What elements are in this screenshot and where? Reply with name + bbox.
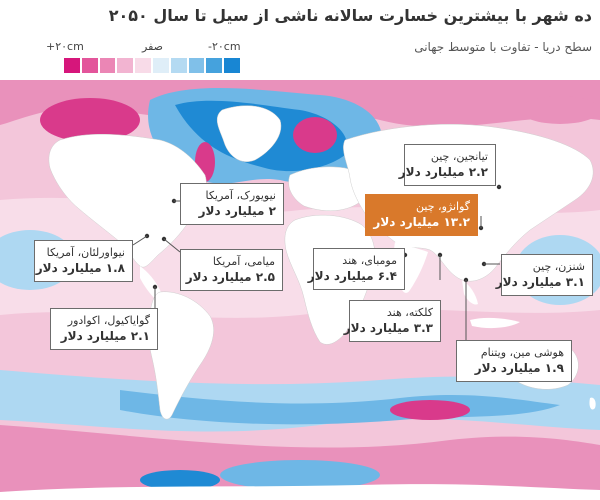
- callout-value: ۱.۸ میلیارد دلار: [35, 261, 125, 275]
- callout-city: نیویورک، آمریکا: [205, 189, 276, 202]
- ocean-magenta-pacific-north: [40, 98, 140, 142]
- land-japan: [514, 208, 529, 238]
- callout-city: کلکته، هند: [386, 306, 433, 319]
- land-indonesia: [470, 317, 520, 329]
- callout-city: تیانجین، چین: [430, 150, 488, 163]
- callout-guangzhou: گوانژو، چین ۱۳.۲ میلیارد دلار: [365, 194, 478, 236]
- callout-city: گوایاکیول، اکوادور: [67, 314, 150, 327]
- callout-newyork: نیویورک، آمریکا ۲ میلیارد دلار: [180, 183, 284, 225]
- legend-swatch: [99, 58, 116, 73]
- callout-tianjin: تیانجین، چین ۲.۲ میلیارد دلار: [398, 144, 496, 186]
- legend-swatch: [206, 58, 223, 73]
- callout-value: ۱.۹ میلیارد دلار: [474, 361, 564, 375]
- legend-swatch: [170, 58, 187, 73]
- land-central-america: [140, 266, 162, 301]
- page-title: ده شهر با بیشترین خسارت سالانه ناشی از س…: [108, 6, 592, 25]
- callout-neworleans: نیواورلئان، آمریکا ۱.۸ میلیارد دلار: [34, 240, 133, 282]
- land-antarctica: [0, 484, 600, 500]
- land-europe: [288, 166, 369, 212]
- ocean-deep-blue-antarctic: [140, 470, 220, 490]
- callout-value: ۲.۲ میلیارد دلار: [398, 165, 488, 179]
- ocean-pink-northeast: [520, 96, 600, 124]
- leader-neworleans: [132, 235, 148, 246]
- legend-swatch: [81, 58, 98, 73]
- callout-city: مومبای، هند: [342, 254, 397, 267]
- callout-city: نیواورلئان، آمریکا: [46, 246, 125, 259]
- callout-value: ۲.۵ میلیارد دلار: [185, 270, 275, 284]
- callout-kolkata: کلکته، هند ۳.۳ میلیارد دلار: [343, 300, 441, 342]
- legend-swatch: [64, 58, 80, 73]
- callout-value: ۳.۳ میلیارد دلار: [343, 321, 433, 335]
- legend-low-label: -۲۰cm: [208, 40, 241, 53]
- callout-shenzhen: شنزن، چین ۳.۱ میلیارد دلار: [495, 254, 593, 296]
- world-map: [0, 80, 600, 500]
- leader-miami: [163, 238, 181, 253]
- sea-level-map-svg: [0, 80, 600, 500]
- land-north-america: [48, 134, 207, 268]
- callout-value: ۲.۱ میلیارد دلار: [60, 329, 150, 343]
- land-greenland: [216, 105, 282, 162]
- ocean-magenta-southern: [390, 400, 470, 420]
- sea-level-legend: +۲۰cm صفر -۲۰cm: [46, 40, 241, 76]
- legend-mid-label: صفر: [142, 40, 163, 53]
- callout-guayaquil: گوایاکیول، اکوادور ۲.۱ میلیارد دلار: [50, 308, 158, 350]
- legend-color-scale: [64, 58, 240, 73]
- callout-city: گوانژو، چین: [416, 200, 470, 213]
- callout-city: هوشی مین، ویتنام: [480, 346, 564, 359]
- ocean-magenta-norwegian: [293, 117, 337, 153]
- page-subtitle: سطح دریا - تفاوت با متوسط جهانی: [414, 40, 592, 54]
- marker-tianjin: [496, 184, 502, 190]
- ocean-blue-antarctic: [220, 460, 380, 490]
- callout-value: ۶.۴ میلیارد دلار: [307, 269, 397, 283]
- callout-value: ۲ میلیارد دلار: [198, 204, 276, 218]
- land-new-zealand: [589, 397, 596, 410]
- callout-miami: میامی، آمریکا ۲.۵ میلیارد دلار: [180, 249, 283, 291]
- legend-swatch: [135, 58, 151, 73]
- callout-value: ۳.۱ میلیارد دلار: [495, 275, 585, 289]
- legend-swatch: [188, 58, 205, 73]
- legend-swatch: [224, 58, 240, 73]
- leader-lines: [132, 186, 500, 340]
- callout-city: شنزن، چین: [532, 260, 585, 273]
- legend-swatch: [152, 58, 169, 73]
- callout-hochiminh: هوشی مین، ویتنام ۱.۹ میلیارد دلار: [456, 340, 572, 382]
- legend-swatch: [117, 58, 134, 73]
- callout-value: ۱۳.۲ میلیارد دلار: [373, 215, 470, 229]
- callout-city: میامی، آمریکا: [212, 255, 275, 268]
- legend-high-label: +۲۰cm: [46, 40, 84, 53]
- callout-mumbai: مومبای، هند ۶.۴ میلیارد دلار: [307, 248, 405, 290]
